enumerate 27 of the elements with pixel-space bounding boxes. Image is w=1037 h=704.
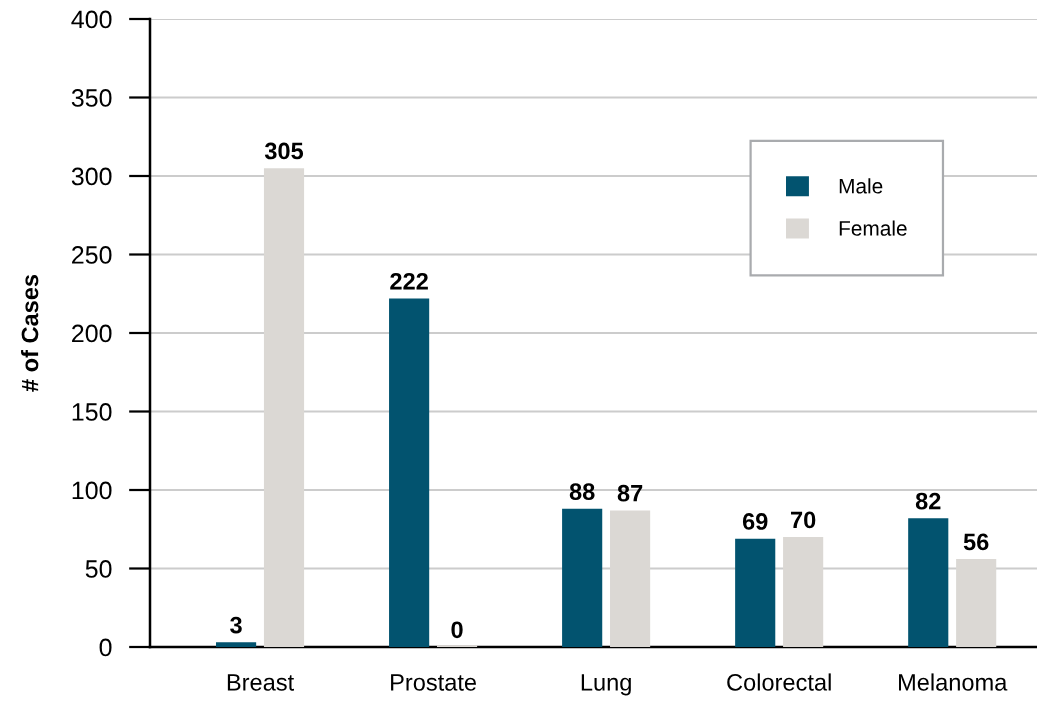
y-tick-label: 50 [85,560,112,578]
data-label: 70 [791,511,816,529]
x-tick-label: Prostate [391,674,477,691]
data-label: 82 [915,492,941,510]
data-label: 3 [230,616,242,634]
y-tick-label: 150 [72,403,112,421]
data-label: 69 [742,513,768,530]
x-tick-label: Melanoma [899,673,1008,691]
y-tick-label: 250 [72,246,112,264]
y-axis-title: # of Cases [21,274,39,392]
x-tick-label: Breast [227,674,294,691]
x-tick-label: Colorectal [727,673,831,691]
y-tick-label: 300 [71,167,112,186]
y-tick-label: 200 [72,324,112,343]
legend-label: Female [839,220,907,236]
y-tick-label: 0 [99,638,112,657]
data-label: 87 [617,484,643,502]
y-tick-label: 100 [72,481,112,500]
data-label: 222 [390,272,428,290]
legend-label: Male [839,178,883,194]
data-label: 0 [451,621,463,639]
y-tick-label: 400 [71,10,112,29]
data-label: 88 [569,483,595,501]
x-tick-label: Lung [581,674,631,696]
data-label: 305 [264,142,304,160]
y-tick-label: 350 [71,89,112,107]
data-label: 56 [963,533,989,551]
